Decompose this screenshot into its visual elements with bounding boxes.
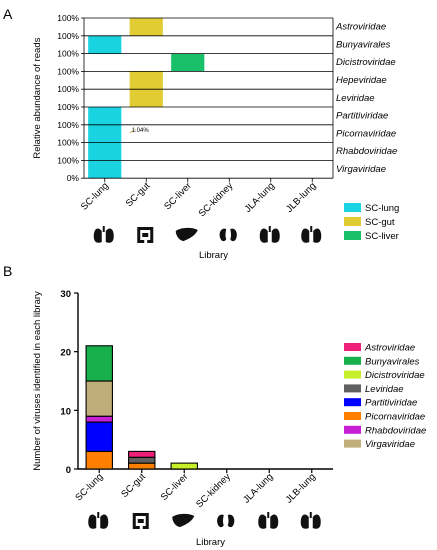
row-label: Picornaviridae xyxy=(336,128,396,139)
legend-swatch xyxy=(344,384,361,393)
intestine-icon xyxy=(137,227,154,243)
bar-segment xyxy=(85,345,113,382)
heatmap-cell xyxy=(129,89,163,107)
legend-swatch xyxy=(344,412,361,420)
bar-segment xyxy=(128,450,156,458)
heatmap-cell xyxy=(88,124,122,143)
liver-icon xyxy=(172,513,195,527)
y-tick-label: 100% xyxy=(57,31,79,41)
y-tick-label: 10 xyxy=(60,406,71,417)
x-tick-label: SC-gut xyxy=(124,180,153,209)
y-tick-label: 100% xyxy=(57,84,79,94)
lung-icon xyxy=(93,226,114,243)
legend-swatch xyxy=(344,343,361,351)
lung-icon xyxy=(300,512,321,529)
y-tick-label: 100% xyxy=(57,49,79,59)
y-tick-label: 100% xyxy=(57,155,79,165)
y-tick-label: 100% xyxy=(57,13,79,23)
row-label: Rhabdoviridae xyxy=(336,146,397,157)
heatmap-cell xyxy=(88,142,122,161)
bar-segment xyxy=(85,421,113,452)
bar-segment xyxy=(85,415,113,423)
y-axis-title: Relative abundance of reads xyxy=(32,37,43,158)
lung-icon xyxy=(259,226,280,243)
legend-label: Leviridae xyxy=(365,384,404,395)
x-tick-label: JLB-lung xyxy=(284,471,318,505)
x-tick-label: SC-gut xyxy=(119,471,148,500)
annotation-leader xyxy=(129,128,136,134)
heatmap-cell xyxy=(129,71,163,90)
legend-swatch xyxy=(344,425,361,434)
y-tick-label: 0 xyxy=(66,465,71,476)
x-tick-label: SC-kidney xyxy=(197,180,236,219)
heatmap-cell xyxy=(88,35,122,54)
legend-swatch xyxy=(344,398,361,407)
x-tick-label: SC-lung xyxy=(73,471,105,503)
y-tick-label: 100% xyxy=(57,120,79,130)
legend-label: Picornaviridae xyxy=(365,412,425,423)
heatmap-cell xyxy=(88,107,122,125)
legend-label: SC-gut xyxy=(365,217,395,228)
row-label: Dicistroviridae xyxy=(336,57,396,68)
panel-b-stacked-bar: 0 10 20 30 Number of viruses identified in e… xyxy=(32,289,426,548)
x-tick-label: SC-kidney xyxy=(194,471,233,510)
heatmap-cell xyxy=(129,18,163,36)
legend-swatch xyxy=(344,370,361,379)
y-tick-label: 0% xyxy=(67,173,80,183)
kidney-icon xyxy=(217,514,235,528)
y-tick-label: 100% xyxy=(57,138,79,148)
panel-a-letter: A xyxy=(3,6,13,22)
legend-label: Dicistroviridae xyxy=(365,370,425,381)
legend-swatch xyxy=(344,439,361,448)
x-tick-label: JLB-lung xyxy=(284,181,318,215)
panel-a-heatmap: 1.04% 100% 100% 100% 100% 100% 100% 100% 100% 100… xyxy=(32,13,399,261)
heatmap-cell xyxy=(171,53,205,72)
y-axis-title: Number of viruses identified in each lib… xyxy=(32,291,43,471)
bar-segment xyxy=(85,450,113,470)
legend-label: Virgaviridae xyxy=(365,439,415,450)
x-tick-label: JLA-lung xyxy=(243,181,277,215)
legend-swatch xyxy=(344,231,361,240)
x-tick-label: SC-liver xyxy=(162,181,194,213)
x-tick-label: JLA-lung xyxy=(241,471,275,505)
legend-swatch xyxy=(344,203,361,212)
y-tick-label: 30 xyxy=(60,289,71,300)
panel-b-letter: B xyxy=(3,263,12,279)
lung-icon xyxy=(88,512,109,529)
lung-icon xyxy=(258,512,279,529)
y-tick-label: 100% xyxy=(57,66,79,76)
legend-label: Partitiviridae xyxy=(365,398,417,409)
legend-label: Astroviridae xyxy=(364,343,415,354)
bar-segment xyxy=(170,462,198,470)
x-axis-title: Library xyxy=(196,537,225,548)
x-axis-title: Library xyxy=(199,250,228,261)
bar-segment xyxy=(128,456,156,464)
y-tick-label: 100% xyxy=(57,102,79,112)
legend-label: SC-liver xyxy=(365,231,399,242)
legend-swatch xyxy=(344,356,361,365)
annotation-label: 1.04% xyxy=(132,128,150,134)
x-tick-label: SC-liver xyxy=(159,471,191,503)
row-label: Hepeviridae xyxy=(336,75,387,86)
bar-segment xyxy=(128,462,156,470)
row-label: Partitiviridae xyxy=(336,111,388,122)
heatmap-cell xyxy=(88,160,122,179)
liver-icon xyxy=(175,227,198,241)
legend-label: Bunyavirales xyxy=(365,356,420,367)
x-tick-label: SC-lung xyxy=(79,181,111,213)
row-label: Bunyavirales xyxy=(336,39,391,50)
legend-swatch xyxy=(344,217,361,226)
lung-icon xyxy=(301,226,322,243)
bar-segment xyxy=(85,380,113,417)
legend-label: SC-lung xyxy=(365,203,399,214)
y-tick-label: 20 xyxy=(60,348,71,359)
row-label: Virgaviridae xyxy=(336,164,386,175)
row-label: Astroviridae xyxy=(335,22,386,33)
row-label: Leviridae xyxy=(336,93,375,104)
kidney-icon xyxy=(219,228,237,242)
intestine-icon xyxy=(132,513,149,529)
legend-label: Rhabdoviridae xyxy=(365,425,426,436)
